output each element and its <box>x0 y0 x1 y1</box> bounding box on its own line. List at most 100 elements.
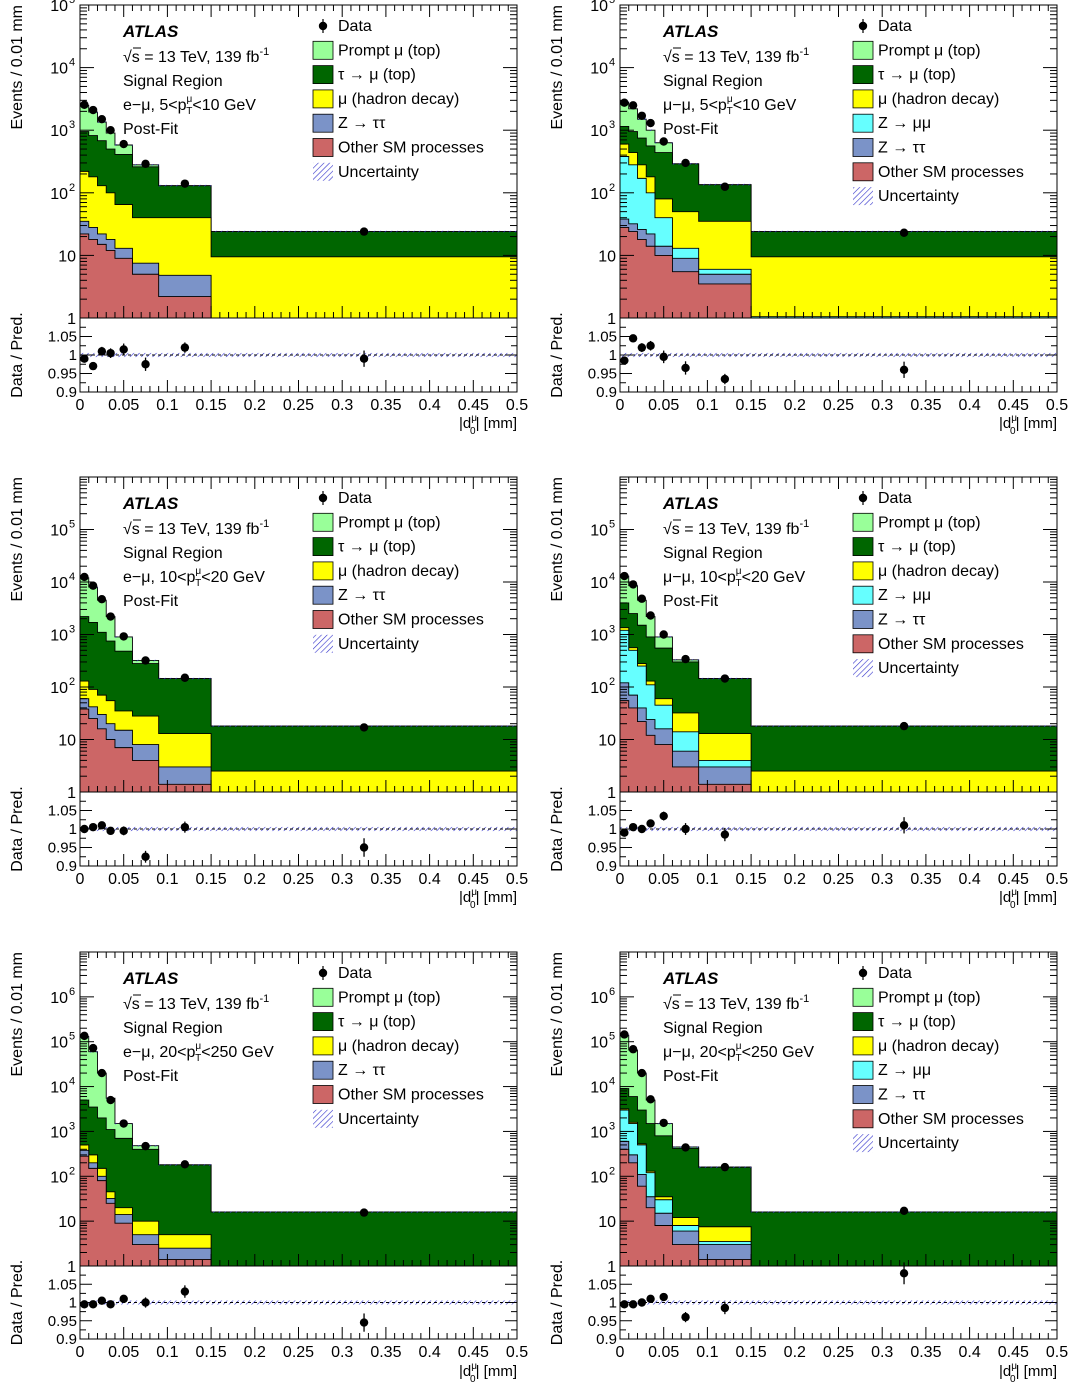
data-point <box>80 100 89 109</box>
energy-label: √s = 13 TeV, 139 fb-1 <box>123 518 269 538</box>
atlas-label: ATLAS <box>122 494 179 513</box>
y-tick-label: 10 <box>58 733 76 750</box>
data-point <box>646 1095 655 1104</box>
y-tick-label: 10 <box>50 1080 68 1097</box>
region-label: Signal Region <box>663 545 763 562</box>
data-point <box>681 654 690 664</box>
postfit-label: Post-Fit <box>663 1068 719 1085</box>
channel-label: e−μ, 5<pμ T<10 GeV <box>123 94 256 117</box>
legend-unc-swatch <box>853 1134 873 1153</box>
region-label: Signal Region <box>123 73 223 90</box>
data-point <box>899 1206 909 1216</box>
ratio-tick-label: 1.05 <box>588 803 617 820</box>
legend-label-unc: Uncertainty <box>878 660 959 677</box>
legend-label-ztautau: Z → ττ <box>338 115 386 132</box>
ratio-axis-title: Data / Pred. <box>549 1260 566 1345</box>
legend-label-data: Data <box>338 490 372 507</box>
x-axis-title: |dμ 0| [mm] <box>999 1361 1057 1385</box>
data-point <box>659 630 668 639</box>
data-point <box>97 595 107 604</box>
legend-label-unc: Uncertainty <box>878 188 959 205</box>
x-axis-title: |dμ 0| [mm] <box>999 887 1057 911</box>
legend-swatch-other <box>312 610 334 629</box>
y-tick-label: 10 <box>590 990 608 1007</box>
legend-swatch-other <box>852 162 874 182</box>
legend-swatch-hadron <box>312 1036 334 1056</box>
y-tick-label: 10 <box>590 61 608 78</box>
x-tick-label: 0.15 <box>196 1344 227 1361</box>
legend-swatch-ztautau <box>852 138 874 157</box>
data-point <box>646 611 655 620</box>
data-point <box>359 1208 369 1217</box>
x-tick-label: 0.15 <box>736 871 767 888</box>
ratio-point <box>659 352 668 362</box>
y-tick-label: 10 <box>50 680 68 697</box>
y-tick-label: 10 <box>598 248 616 265</box>
x-tick-label: 0 <box>616 871 625 888</box>
region-label: Signal Region <box>123 545 223 562</box>
data-point <box>620 571 629 581</box>
legend-label-prompt: Prompt μ (top) <box>338 989 441 1006</box>
ratio-point <box>659 1292 668 1302</box>
ratio-tick-label: 1 <box>69 821 77 838</box>
ratio-point <box>637 824 647 834</box>
legend-label-unc: Uncertainty <box>878 1135 959 1152</box>
y-tick-exponent: 2 <box>69 676 75 688</box>
legend-label-zmumu: Z → μμ <box>878 1062 931 1079</box>
x-tick-label: 0.25 <box>823 871 854 888</box>
channel-label: μ−μ, 20<pμ T<250 GeV <box>663 1041 814 1064</box>
x-tick-label: 0.1 <box>156 397 178 414</box>
legend-label-prompt: Prompt μ (top) <box>338 42 441 59</box>
ratio-point <box>359 354 369 363</box>
atlas-label: ATLAS <box>122 969 179 988</box>
y-tick-exponent: 3 <box>609 624 615 636</box>
x-tick-label: 0.25 <box>823 1344 854 1361</box>
legend-swatch-zmumu <box>852 585 874 605</box>
ratio-axis-title: Data / Pred. <box>549 786 566 871</box>
x-tick-label: 0.3 <box>331 1344 353 1361</box>
data-point <box>80 572 89 582</box>
x-tick-label: 0.45 <box>998 397 1029 414</box>
ratio-point <box>620 828 629 837</box>
legend-label-ztautau: Z → ττ <box>338 587 386 604</box>
ratio-point <box>359 843 369 852</box>
postfit-label: Post-Fit <box>123 1068 179 1085</box>
ratio-point <box>720 1303 730 1313</box>
postfit-label: Post-Fit <box>123 121 179 138</box>
x-tick-label: 0.05 <box>108 1344 139 1361</box>
data-point <box>119 1119 128 1128</box>
ratio-point <box>637 343 647 352</box>
legend-label-prompt: Prompt μ (top) <box>878 42 981 59</box>
y-tick-exponent: 5 <box>69 0 75 6</box>
x-tick-label: 0.35 <box>370 1344 401 1361</box>
region-label: Signal Region <box>663 73 763 90</box>
channel-label: μ−μ, 10<pμ T<20 GeV <box>663 566 806 589</box>
ratio-tick-label: 1 <box>609 1295 617 1312</box>
x-tick-label: 0.4 <box>958 397 980 414</box>
legend-swatch-hadron <box>852 1036 874 1056</box>
x-tick-label: 0 <box>616 1344 625 1361</box>
data-point <box>659 1118 668 1128</box>
ratio-point <box>899 365 909 374</box>
legend-swatch-other <box>852 634 874 654</box>
x-tick-label: 0.5 <box>506 871 528 888</box>
x-tick-label: 0.1 <box>696 397 718 414</box>
legend-label-ztautau: Z → ττ <box>878 1087 926 1104</box>
legend-label-prompt: Prompt μ (top) <box>878 989 981 1006</box>
x-tick-label: 0.2 <box>784 1344 806 1361</box>
data-point <box>720 1162 730 1172</box>
data-point <box>141 1141 150 1151</box>
y-axis-title: Events / 0.01 mm <box>9 477 26 602</box>
ratio-tick-label: 0.95 <box>48 1313 77 1330</box>
x-tick-label: 0 <box>76 1344 85 1361</box>
ratio-point <box>628 1300 638 1309</box>
ratio-tick-label: 1.05 <box>48 329 77 346</box>
y-tick-label: 1 <box>607 785 616 802</box>
y-tick-label: 1 <box>67 311 76 328</box>
data-point <box>620 1030 629 1039</box>
x-tick-label: 0.4 <box>418 871 440 888</box>
region-label: Signal Region <box>663 1020 763 1037</box>
ratio-tick-label: 0.9 <box>596 384 617 401</box>
